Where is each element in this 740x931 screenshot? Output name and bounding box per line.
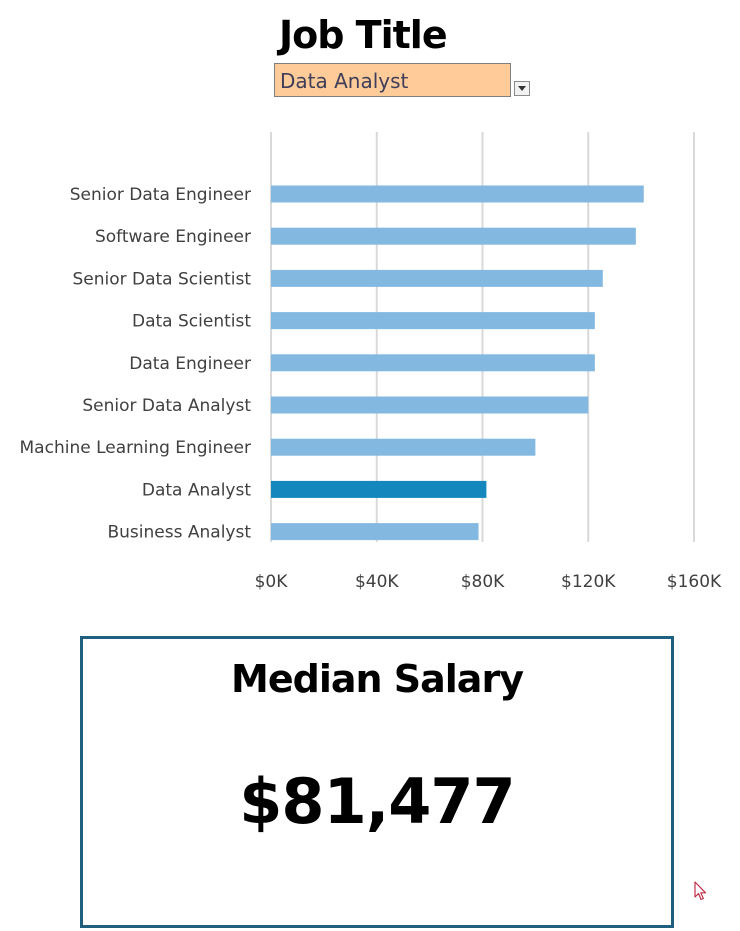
x-tick-label: $120K <box>561 572 616 592</box>
kpi-label: Median Salary <box>231 657 524 701</box>
job-title-filter[interactable]: Data Analyst <box>274 63 511 97</box>
page-title: Job Title <box>279 13 448 57</box>
category-label: Senior Data Scientist <box>72 269 251 289</box>
bar-machine-learning-engineer <box>271 438 536 456</box>
bar-business-analyst <box>271 523 479 541</box>
job-title-filter-value: Data Analyst <box>280 69 409 93</box>
category-label: Software Engineer <box>95 227 251 247</box>
category-label: Data Scientist <box>132 312 251 332</box>
category-label: Senior Data Analyst <box>82 396 251 416</box>
bar-data-engineer <box>271 354 595 372</box>
filter-dropdown-button[interactable] <box>514 81 530 96</box>
category-label: Business Analyst <box>108 523 252 543</box>
category-label: Machine Learning Engineer <box>20 438 251 458</box>
chevron-down-icon <box>518 86 526 91</box>
mouse-cursor-icon <box>694 881 707 901</box>
bar-data-scientist <box>271 312 595 330</box>
bar-senior-data-engineer <box>271 185 644 203</box>
bar-senior-data-analyst <box>271 396 589 414</box>
bar-senior-data-scientist <box>271 269 603 287</box>
median-salary-card: Median Salary $81,477 <box>80 636 674 928</box>
x-tick-label: $80K <box>461 572 505 592</box>
x-tick-label: $160K <box>667 572 722 592</box>
x-tick-label: $0K <box>255 572 289 592</box>
bar-data-analyst <box>271 480 487 498</box>
x-tick-label: $40K <box>355 572 399 592</box>
category-label: Data Engineer <box>129 354 251 374</box>
category-label: Data Analyst <box>142 480 251 500</box>
salary-bar-chart: Senior Data Engineer Software Engineer Sen… <box>20 132 722 592</box>
kpi-value: $81,477 <box>239 765 515 838</box>
bar-software-engineer <box>271 227 636 245</box>
category-label: Senior Data Engineer <box>70 185 251 205</box>
